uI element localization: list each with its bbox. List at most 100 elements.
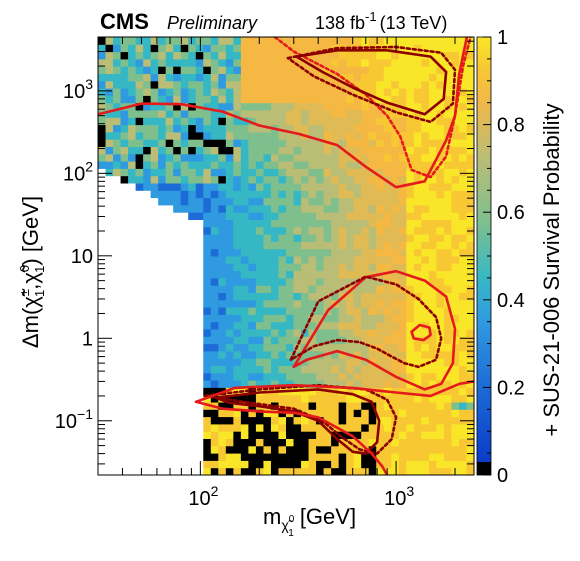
heatmap-cell [398,241,407,250]
heatmap-cell [218,58,227,67]
heatmap-cell [218,168,227,177]
heatmap-cell [150,183,159,191]
heatmap-cell [248,307,257,315]
heatmap-cell [240,365,249,374]
heatmap-cell [286,248,295,257]
heatmap-cell [233,438,242,447]
heatmap-cell [248,241,257,250]
heatmap-cell [173,168,182,177]
heatmap-cell [270,44,279,53]
heatmap-cell [458,124,467,133]
heatmap-cell [458,350,467,359]
heatmap-cell [180,161,189,169]
heatmap-cell [225,263,234,272]
heatmap-cell [293,248,302,257]
heatmap-cell [421,387,430,396]
heatmap-cell [398,80,407,89]
heatmap-cell [248,161,257,169]
heatmap-cell [443,190,452,199]
heatmap-cell [308,409,317,418]
heatmap-cell [270,95,279,104]
heatmap-cell [353,445,362,454]
heatmap-cell [263,44,272,53]
heatmap-cell [255,161,264,169]
heatmap-cell [398,467,407,475]
heatmap-cell [436,263,445,272]
heatmap-cell [143,183,152,191]
heatmap-cell [398,256,407,264]
heatmap-cell [218,467,227,475]
heatmap-cell [436,124,445,133]
heatmap-cell [346,58,355,67]
heatmap-cell [180,124,189,133]
heatmap-cell [443,460,452,469]
heatmap-cell [308,175,317,184]
y-axis-units: ) [GeV] [18,196,43,266]
heatmap-cell [323,95,332,104]
heatmap-cell [210,190,219,199]
heatmap-cell [120,146,129,155]
heatmap-cell [361,110,370,118]
heatmap-cell [331,314,340,323]
heatmap-cell [338,416,347,425]
heatmap-cell [436,226,445,235]
y-axis-chi-pm-sup: ± [17,289,32,296]
heatmap-cell [413,314,422,323]
heatmap-cell [346,102,355,111]
heatmap-cell [443,445,452,454]
heatmap-cell [338,241,347,250]
heatmap-cell [165,66,174,74]
heatmap-cell [451,380,460,388]
heatmap-cell [308,314,317,323]
heatmap-cell [406,277,415,286]
heatmap-cell [195,139,204,147]
heatmap-cell [323,467,332,475]
heatmap-cell [338,226,347,235]
heatmap-cell [443,402,452,410]
heatmap-cell [218,146,227,155]
heatmap-cell [301,168,310,177]
heatmap-cell [225,139,234,147]
heatmap-cell [451,285,460,293]
heatmap-cell [413,277,422,286]
heatmap-cell [233,58,242,67]
heatmap-cell [210,431,219,439]
heatmap-cell [361,277,370,286]
heatmap-cell [458,343,467,352]
heatmap-cell [188,58,197,67]
heatmap-cell [263,168,272,177]
heatmap-cell [301,307,310,315]
heatmap-cell [203,197,212,206]
heatmap-cell [195,161,204,169]
heatmap-cell [361,387,370,396]
heatmap-cell [368,197,377,206]
heatmap-cell [331,453,340,461]
heatmap-cell [180,146,189,155]
heatmap-cell [398,124,407,133]
heatmap-cell [210,372,219,381]
heatmap-cell [286,212,295,220]
heatmap-cell [105,139,114,147]
heatmap-cell [278,66,287,74]
heatmap-cell [338,204,347,213]
heatmap-cell [195,168,204,177]
heatmap-cell [346,190,355,199]
heatmap-cell [173,175,182,184]
heatmap-cell [255,183,264,191]
heatmap-cell [105,66,114,74]
heatmap-cell [316,358,325,366]
heatmap-cell [466,175,474,184]
heatmap-cell [443,175,452,184]
heatmap-cell [398,73,407,82]
heatmap-cell [323,80,332,89]
heatmap-cell [368,350,377,359]
heatmap-cell [255,102,264,111]
heatmap-cell [331,358,340,366]
heatmap-cell [210,416,219,425]
heatmap-cell [240,467,249,475]
heatmap-cell [368,336,377,345]
heatmap-cell [286,321,295,330]
heatmap-cell [383,66,392,74]
heatmap-cell [263,102,272,111]
heatmap-cell [301,365,310,374]
